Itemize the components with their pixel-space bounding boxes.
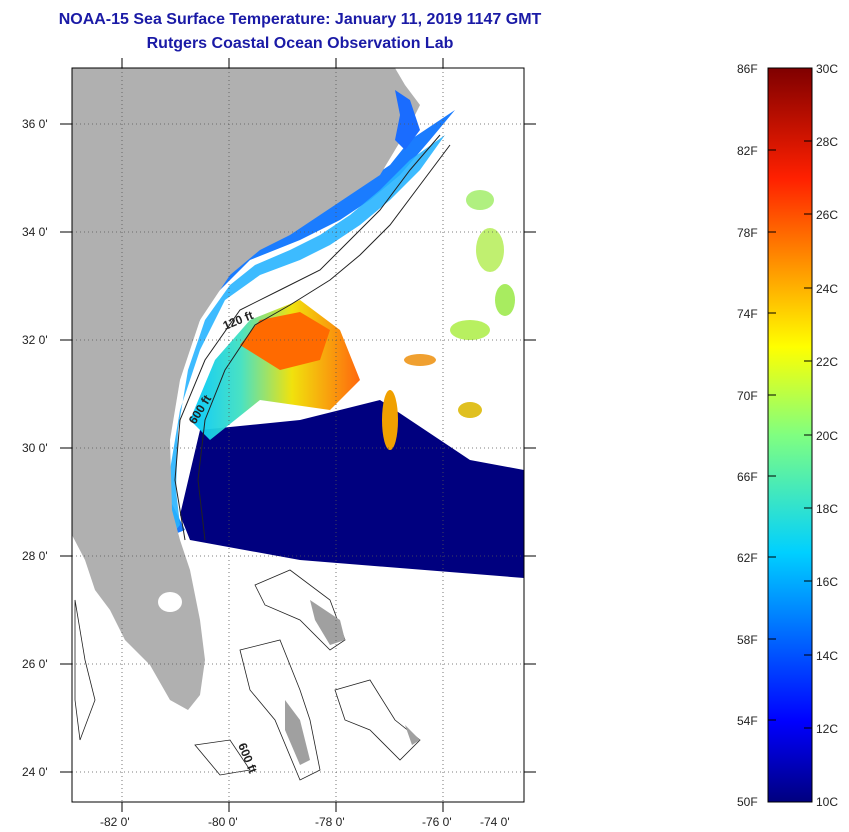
colorbar-f-label: 70F (737, 389, 758, 403)
colorbar-c-label: 12C (816, 722, 838, 736)
bahamas-islands (285, 600, 420, 765)
colorbar-c-label: 22C (816, 355, 838, 369)
bahamas-contours (74, 569, 421, 781)
map-title: NOAA-15 Sea Surface Temperature: January… (58, 11, 542, 28)
colorbar-c-label: 16C (816, 575, 838, 589)
map-subtitle: Rutgers Coastal Ocean Observation Lab (146, 35, 454, 52)
colorbar-ticks (768, 140, 812, 729)
patchy-sst-blobs (382, 190, 515, 450)
colorbar-fahrenheit-labels: 86F 82F 78F 74F 70F 66F 62F 58F 54F 50F (737, 62, 758, 809)
contour-600ft (197, 144, 451, 541)
lat-label: 32 0' (22, 333, 48, 347)
lake-okeechobee (158, 592, 182, 612)
contour-120ft (174, 134, 441, 541)
lon-label: -74 0' (480, 815, 510, 829)
colorbar-celsius-labels: 30C 28C 26C 24C 22C 20C 18C 16C 14C 12C … (816, 62, 838, 809)
colorbar-f-label: 54F (737, 714, 758, 728)
lat-label: 24 0' (22, 765, 48, 779)
colorbar-c-label: 10C (816, 795, 838, 809)
colorbar-c-label: 18C (816, 502, 838, 516)
colorbar-f-label: 86F (737, 62, 758, 76)
lon-label: -76 0' (422, 815, 452, 829)
colorbar-f-label: 66F (737, 470, 758, 484)
colorbar-c-label: 28C (816, 135, 838, 149)
lat-label: 34 0' (22, 225, 48, 239)
lat-label: 36 0' (22, 117, 48, 131)
colorbar-f-label: 78F (737, 226, 758, 240)
colorbar-c-label: 26C (816, 208, 838, 222)
sound-waters (395, 90, 420, 150)
map-frame (71, 67, 525, 803)
colorbar-c-label: 20C (816, 429, 838, 443)
lon-label: -82 0' (100, 815, 130, 829)
lon-label: -78 0' (315, 815, 345, 829)
gulf-stream-core (240, 312, 330, 370)
colorbar-f-label: 62F (737, 551, 758, 565)
land-mass (72, 68, 420, 710)
lon-label: -80 0' (208, 815, 238, 829)
colorbar-c-label: 24C (816, 282, 838, 296)
lat-label: 26 0' (22, 657, 48, 671)
axis-ticks (60, 58, 536, 812)
colorbar-f-label: 58F (737, 633, 758, 647)
colorbar-c-label: 14C (816, 649, 838, 663)
cold-water-region (180, 400, 524, 578)
colorbar-c-label: 30C (816, 62, 838, 76)
colorbar-f-label: 50F (737, 795, 758, 809)
graticule (72, 68, 524, 802)
colorbar-f-label: 82F (737, 144, 758, 158)
colorbar-f-label: 74F (737, 307, 758, 321)
lat-label: 28 0' (22, 549, 48, 563)
map-imagery (72, 68, 524, 802)
lat-label: 30 0' (22, 441, 48, 455)
